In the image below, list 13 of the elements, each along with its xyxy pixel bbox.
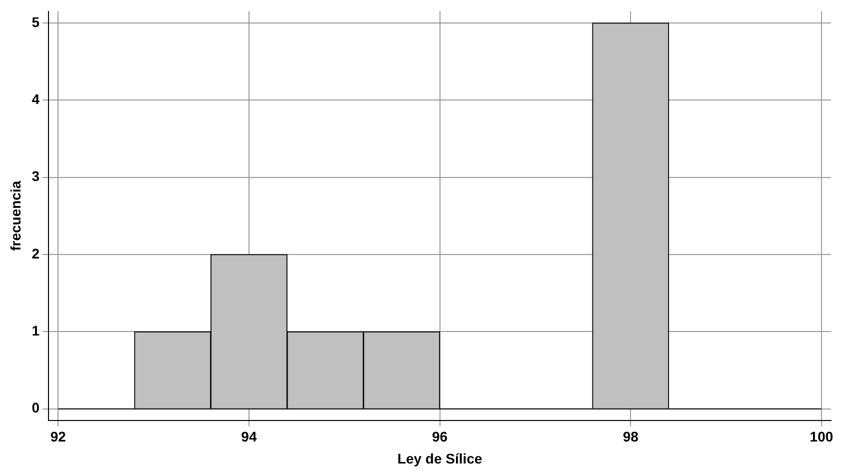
y-tick-label: 4 [32, 91, 40, 108]
y-tick-label: 1 [32, 322, 40, 339]
y-tick-label: 5 [32, 14, 40, 30]
x-tick-label: 92 [50, 428, 66, 445]
x-tick-label: 96 [432, 428, 448, 445]
y-tick-label: 2 [32, 245, 40, 262]
y-axis-title: frecuencia [7, 180, 24, 251]
y-tick-label: 3 [32, 168, 40, 184]
x-tick-label: 98 [622, 428, 639, 445]
x-tick-label: 94 [241, 428, 257, 445]
y-tick-label: 0 [32, 400, 40, 416]
x-tick-label: 100 [810, 428, 834, 445]
x-axis-title: Ley de Sílice [397, 450, 482, 466]
